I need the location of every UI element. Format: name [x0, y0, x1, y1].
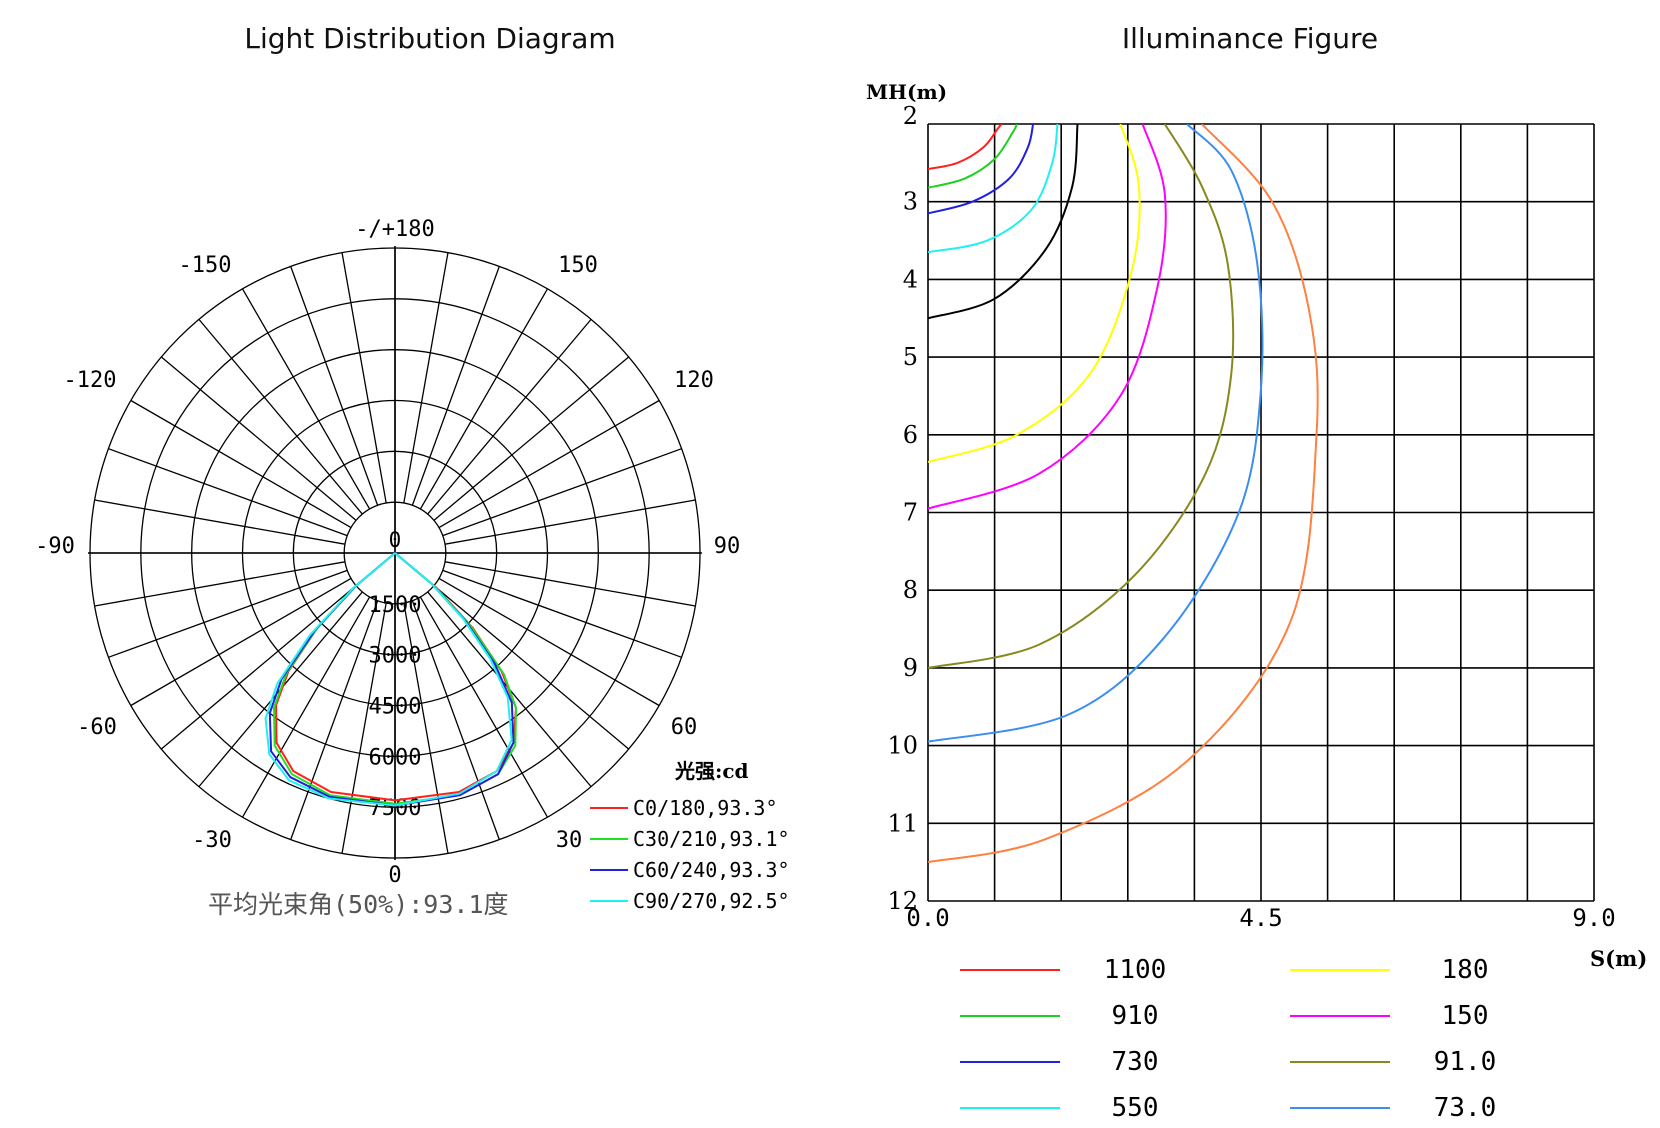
polar-spoke — [411, 600, 500, 840]
x-axis-label: S(m) — [1590, 946, 1647, 971]
y-tick-label: 2 — [903, 102, 918, 130]
iso-contour-line — [928, 124, 1035, 215]
polar-chart: -/+180-150 150-120 120-90 90-60 60-30 3000150… — [35, 217, 789, 919]
iso-contour-line — [928, 124, 1319, 864]
contour-lines — [928, 124, 1319, 864]
radial-tick-label: 1500 — [369, 593, 422, 618]
legend-unit-label: 光强:cd — [674, 759, 749, 783]
legend-entry-label: C90/270,92.5° — [633, 889, 790, 913]
legend-value-label: 550 — [1112, 1093, 1159, 1123]
polar-spoke — [411, 266, 500, 506]
polar-spoke — [341, 252, 387, 504]
polar-spoke — [444, 499, 696, 545]
angle-label-neg90: -90 — [35, 534, 75, 559]
legend-value-label: 73.0 — [1434, 1093, 1497, 1123]
polar-spoke — [290, 600, 379, 840]
radial-tick-label: 3000 — [369, 644, 422, 669]
polar-spoke — [433, 356, 630, 521]
legend-value-label: 910 — [1112, 1001, 1159, 1031]
polar-spoke — [433, 585, 630, 750]
polar-spoke — [241, 288, 371, 510]
bottom-angle-label: 0 — [388, 863, 401, 888]
polar-spoke — [341, 602, 387, 854]
iso-contour-line — [928, 124, 1018, 189]
polar-spoke — [403, 252, 449, 504]
iso-contour-line — [928, 124, 1141, 463]
iso-contour-line — [928, 124, 1264, 743]
angle-label-30: 30 — [556, 828, 583, 853]
legend-value-label: 91.0 — [1434, 1047, 1497, 1077]
polar-spoke — [108, 448, 348, 537]
illuminance-chart-title: Illuminance Figure — [1121, 22, 1379, 55]
y-tick-label: 10 — [887, 732, 918, 760]
polar-spoke — [438, 399, 660, 529]
y-tick-label: 6 — [903, 421, 918, 449]
angle-label-neg120: -120 — [64, 368, 117, 393]
polar-spoke — [444, 561, 696, 607]
polar-spoke — [419, 288, 549, 510]
angle-label-neg60: -60 — [77, 715, 117, 740]
iso-contour-line — [928, 124, 1059, 254]
polar-spoke — [290, 266, 379, 506]
y-tick-label: 11 — [887, 809, 918, 837]
iso-contour-line — [928, 124, 1003, 171]
polar-spoke — [241, 596, 371, 818]
polar-chart-title: Light Distribution Diagram — [244, 22, 616, 55]
center-label: 0 — [389, 528, 402, 552]
polar-spoke — [160, 356, 357, 521]
legend-entry-label: C60/240,93.3° — [633, 858, 790, 882]
y-tick-label: 9 — [903, 654, 918, 682]
polar-spoke — [442, 448, 682, 537]
legend-value-label: 1100 — [1104, 955, 1167, 985]
polar-spoke — [403, 602, 449, 854]
y-tick-label: 12 — [887, 887, 918, 915]
polar-spoke — [427, 318, 592, 515]
angle-label-150: 150 — [558, 253, 598, 278]
angle-label-120: 120 — [674, 368, 714, 393]
x-tick-label: 9.0 — [1572, 904, 1615, 932]
polar-spoke — [160, 585, 357, 750]
legend-value-label: 730 — [1112, 1047, 1159, 1077]
polar-spoke — [130, 577, 352, 707]
y-tick-label: 7 — [903, 499, 918, 527]
y-tick-label: 8 — [903, 576, 918, 604]
legend-value-label: 180 — [1442, 955, 1489, 985]
polar-spoke — [442, 569, 682, 658]
beam-angle-note: 平均光束角(50%):93.1度 — [208, 890, 509, 919]
angle-label-90: 90 — [714, 534, 741, 559]
iso-contour-line — [928, 124, 1235, 669]
polar-spoke — [108, 569, 348, 658]
y-tick-label: 5 — [903, 343, 918, 371]
angle-label-neg30: -30 — [192, 828, 232, 853]
legend-entry-label: C30/210,93.1° — [633, 827, 790, 851]
angle-label-180: -/+180 — [355, 217, 434, 242]
angle-label-neg150: -150 — [179, 253, 232, 278]
radial-tick-label: 4500 — [369, 695, 422, 720]
angle-label-60: 60 — [671, 715, 698, 740]
y-tick-label: 3 — [903, 188, 918, 216]
iso-contour-line — [928, 124, 1167, 510]
polar-spoke — [94, 499, 346, 545]
polar-series-curve — [264, 552, 513, 807]
x-tick-label: 4.5 — [1239, 904, 1282, 932]
radial-tick-label: 6000 — [369, 745, 422, 770]
polar-spoke — [130, 399, 352, 529]
y-tick-label: 4 — [903, 265, 918, 293]
legend-entry-label: C0/180,93.3° — [633, 796, 778, 820]
legend-value-label: 150 — [1442, 1001, 1489, 1031]
polar-spoke — [94, 561, 346, 607]
polar-spoke — [198, 318, 363, 515]
polar-spoke — [438, 577, 660, 707]
x-tick-label: 0.0 — [906, 904, 949, 932]
polar-spoke — [419, 596, 549, 818]
y-axis-label: MH(m) — [866, 80, 947, 104]
iso-contour-line — [928, 124, 1079, 320]
